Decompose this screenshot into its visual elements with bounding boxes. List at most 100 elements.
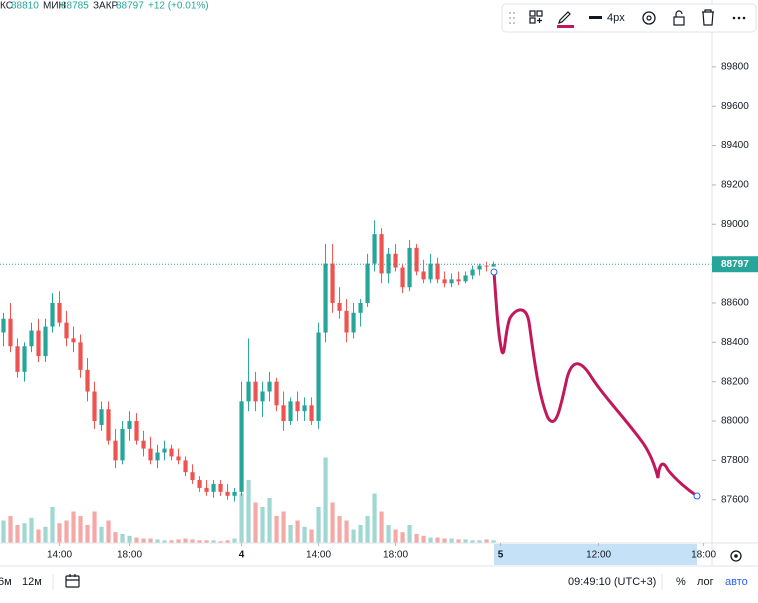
volume-bar [134, 537, 139, 543]
y-tick-label: 88400 [721, 337, 749, 348]
candle-body [316, 332, 321, 422]
volume-bar [281, 511, 286, 543]
candle-body [414, 247, 419, 272]
candle-body [400, 267, 405, 288]
plot [0, 220, 712, 543]
candle-body [267, 381, 272, 392]
y-tick-label: 88600 [721, 298, 749, 309]
candle-body [36, 330, 41, 357]
y-tick-label: 89200 [721, 180, 749, 191]
candle-body [323, 263, 328, 333]
settings-icon[interactable] [730, 550, 742, 562]
volume-bar [253, 502, 258, 543]
last-price-badge [712, 256, 758, 273]
volume-bar [428, 537, 433, 543]
candle-body [344, 310, 349, 333]
more-button[interactable] [732, 16, 746, 20]
candle-body [379, 234, 384, 274]
freehand-drawing[interactable] [492, 270, 699, 498]
volume-bar [92, 511, 97, 543]
candle-body [407, 247, 412, 288]
volume-bar [127, 535, 132, 543]
candle-body [225, 491, 230, 496]
x-tick-label: 5 [498, 550, 504, 561]
low-value: 88785 [61, 1, 89, 12]
candle-body [449, 279, 454, 284]
y-tick-label: 87800 [721, 455, 749, 466]
x-tick-label: 4 [239, 550, 245, 561]
volume-bar [337, 516, 342, 543]
y-tick-label: 89800 [721, 62, 749, 73]
settings-button[interactable] [642, 11, 656, 25]
range-button[interactable]: 6м [0, 576, 12, 588]
candle-body [463, 275, 468, 282]
candle-body [253, 381, 258, 402]
candle-body [106, 409, 111, 441]
candle-body [15, 346, 20, 372]
candle-body [218, 483, 223, 492]
candle-body [302, 405, 307, 412]
volume-bar [477, 540, 482, 543]
volume-bar [204, 540, 209, 543]
candle-body [309, 405, 314, 422]
log-toggle[interactable]: лог [697, 576, 714, 588]
lock-button[interactable] [673, 10, 685, 26]
candle-body [1, 318, 6, 333]
volume-bar [260, 507, 265, 543]
volume-bar [50, 507, 55, 543]
percent-toggle[interactable]: % [676, 576, 686, 588]
volume-bar [8, 516, 13, 543]
delete-button[interactable] [702, 9, 714, 26]
candle-body [386, 253, 391, 274]
range-button[interactable]: 12м [22, 576, 42, 588]
candle-body [470, 269, 475, 276]
volume-bar [302, 526, 307, 543]
line-color-button[interactable] [557, 11, 574, 28]
volume-bar [225, 540, 230, 543]
y-tick-label: 89400 [721, 140, 749, 151]
candle-body [246, 381, 251, 402]
goto-date-button[interactable] [65, 574, 80, 588]
volume-bar [456, 539, 461, 543]
volume-bar [120, 534, 125, 543]
candle-body [190, 472, 195, 481]
volume-bar [183, 538, 188, 543]
volume-bar [155, 539, 160, 543]
candle-body [330, 263, 335, 303]
volume-bar [393, 529, 398, 543]
candle-body [442, 279, 447, 284]
drawing-handle[interactable] [490, 268, 498, 276]
line-width-button[interactable]: 4px [589, 12, 625, 24]
candle-body [29, 330, 34, 347]
candle-body [295, 401, 300, 412]
volume-bar [365, 516, 370, 543]
volume-bar [421, 535, 426, 543]
volume-bar [169, 540, 174, 543]
x-tick-label: 14:00 [47, 550, 72, 561]
candle-body [78, 342, 83, 370]
candle-body [169, 448, 174, 457]
candle-body [484, 265, 489, 267]
volume-bar [372, 493, 377, 543]
volume-bar [43, 526, 48, 543]
volume-bar [78, 516, 83, 543]
volume-bar [414, 534, 419, 543]
volume-bar [316, 507, 321, 543]
y-tick-label: 88000 [721, 416, 749, 427]
auto-toggle[interactable]: авто [725, 576, 748, 588]
drawing-handle[interactable] [693, 492, 701, 500]
volume-bar [211, 540, 216, 543]
volume-bar [470, 540, 475, 543]
drag-handle[interactable] [509, 12, 515, 24]
templates-button[interactable] [529, 10, 543, 24]
volume-bar [449, 538, 454, 543]
volume-bar [141, 538, 146, 543]
candle-body [351, 312, 356, 333]
candle-body [421, 271, 426, 280]
candle-body [85, 369, 90, 392]
candle-body [162, 448, 167, 453]
candle-body [281, 405, 286, 422]
close-value: 88797 [116, 1, 144, 12]
x-tick-label: 18:00 [383, 550, 408, 561]
